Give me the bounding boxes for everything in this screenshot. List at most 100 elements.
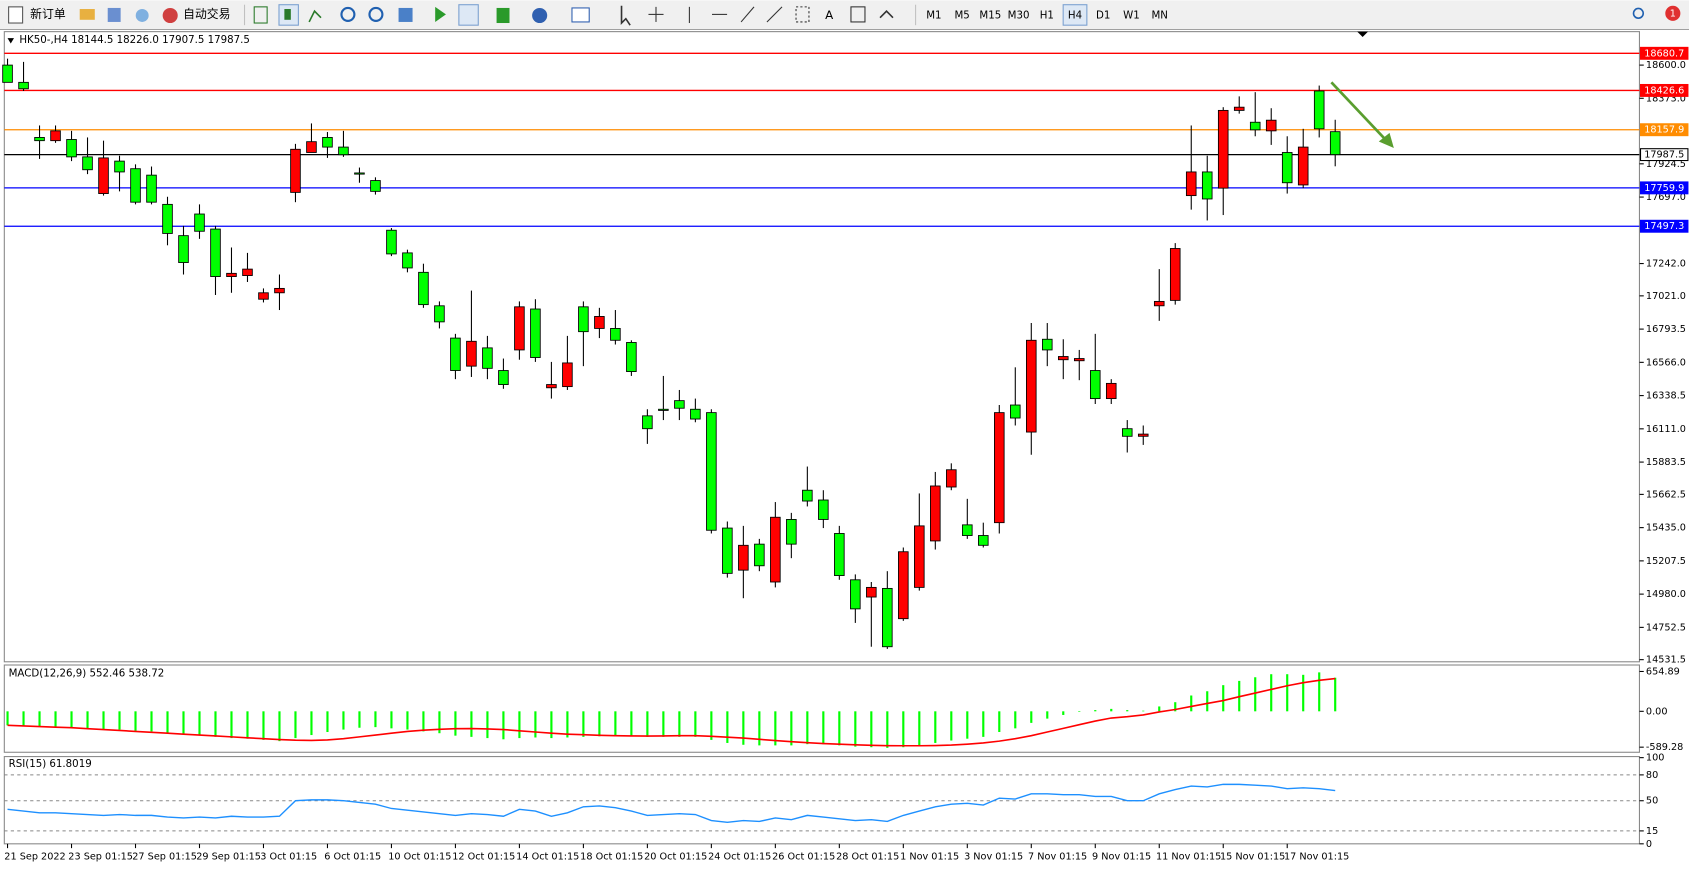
candle-body	[706, 412, 717, 531]
candle-body	[834, 533, 845, 576]
line-chart-button[interactable]	[308, 9, 322, 23]
notification-count: 1	[1670, 8, 1676, 19]
y-tick-label: 100	[1646, 753, 1665, 764]
notification-badge[interactable]	[1665, 5, 1681, 21]
macd-title: MACD(12,26,9) 552.46 538.72	[9, 669, 165, 680]
toolbar-icon[interactable]	[79, 9, 95, 20]
periods-button[interactable]	[532, 7, 548, 24]
fibo-button[interactable]	[795, 6, 810, 23]
y-tick-label: 16338.5	[1646, 391, 1686, 402]
autoscroll-button[interactable]	[435, 6, 446, 22]
candle-body	[434, 305, 445, 323]
search-button[interactable]	[1632, 7, 1645, 19]
candle-body	[578, 306, 589, 333]
candle-body	[2, 64, 13, 83]
templates-button[interactable]	[571, 7, 590, 23]
label-tool-button[interactable]	[850, 6, 866, 23]
x-tick-label: 24 Oct 01:15	[708, 852, 771, 863]
candle-body	[1153, 300, 1165, 307]
candle-body	[1233, 106, 1245, 111]
candle-body	[994, 412, 1005, 524]
y-tick-label: 17242.0	[1646, 259, 1686, 270]
candle-body	[226, 272, 237, 277]
candle-body	[322, 137, 333, 148]
x-tick-label: 3 Oct 01:15	[260, 852, 317, 863]
x-tick-label: 10 Oct 01:15	[388, 852, 451, 863]
candle-body	[514, 306, 525, 351]
timeframe-button[interactable]: D1	[1096, 10, 1110, 21]
bar-chart-button[interactable]	[253, 6, 268, 24]
candle-body	[1073, 358, 1085, 362]
toolbar	[0, 0, 1689, 30]
candle-body	[338, 146, 349, 156]
price-level-box	[1639, 219, 1689, 233]
tile-button[interactable]	[398, 7, 413, 22]
zoom-out-button[interactable]	[368, 6, 384, 22]
auto-trading-icon[interactable]	[162, 7, 178, 24]
arrow-annotation[interactable]	[1330, 81, 1387, 141]
text-tool-button[interactable]: A	[825, 8, 833, 22]
price-level-label: 17497.3	[1644, 221, 1684, 232]
price-level-label: 17987.5	[1644, 150, 1684, 161]
candle-body	[1057, 356, 1069, 361]
candle-body	[1313, 90, 1325, 130]
zoom-in-button[interactable]	[340, 6, 356, 22]
channel-button[interactable]	[766, 6, 783, 23]
timeframe-button[interactable]: W1	[1123, 10, 1140, 21]
price-level-box	[1639, 148, 1689, 162]
timeframe-button[interactable]: M1	[926, 10, 941, 21]
timeframe-button[interactable]: M15	[979, 10, 1001, 21]
price-level-label: 18157.9	[1644, 125, 1684, 136]
candle-body	[482, 347, 493, 369]
candle-body	[1089, 370, 1101, 400]
timeframe-button[interactable]: H1	[1040, 10, 1054, 21]
y-tick-label: 0	[1646, 839, 1652, 850]
chart-shift-button[interactable]	[458, 4, 479, 26]
timeframe-bar: M1 M5 M15 M30 H1 H4 D1 W1 MN	[926, 4, 1168, 26]
x-tick-label: 20 Oct 01:15	[644, 852, 707, 863]
timeframe-button[interactable]: H4	[1068, 10, 1082, 21]
timeframe-button[interactable]: M5	[954, 10, 969, 21]
timeframe-button[interactable]: M30	[1008, 10, 1030, 21]
candle-body	[1026, 339, 1037, 433]
cursor-button[interactable]	[620, 5, 631, 26]
x-tick-label: 14 Oct 01:15	[516, 852, 579, 863]
candle-body	[898, 551, 909, 620]
x-tick-label: 21 Sep 2022	[4, 852, 65, 863]
candle-body	[146, 174, 157, 203]
x-tick-label: 18 Oct 01:15	[580, 852, 643, 863]
y-tick-label: 18600.0	[1646, 60, 1686, 71]
candle-body	[930, 485, 941, 542]
candle-body	[1329, 131, 1341, 156]
new-order-button[interactable]: 新订单	[30, 7, 66, 21]
candle-body	[418, 271, 429, 306]
candle-body	[1201, 171, 1213, 200]
timeframe-button[interactable]: MN	[1151, 10, 1167, 21]
price-level-label: 17759.9	[1644, 183, 1684, 194]
candle-body	[498, 370, 509, 385]
x-tick-label: 1 Nov 01:15	[900, 852, 959, 863]
candle-body	[1297, 146, 1309, 186]
candle-body	[626, 342, 637, 372]
arrows-button[interactable]	[879, 10, 894, 19]
candle-body	[1217, 109, 1229, 189]
trendline-button[interactable]	[740, 6, 755, 23]
candle-body	[306, 141, 317, 153]
toolbar-icon[interactable]	[107, 7, 121, 22]
candle-body	[786, 519, 797, 545]
candle-body	[658, 408, 669, 411]
price-level-label: 18426.6	[1644, 85, 1684, 96]
indicators-button[interactable]	[496, 7, 510, 24]
candle-body	[18, 81, 29, 90]
toolbar-icon[interactable]	[135, 9, 149, 22]
price-level-label: 18680.7	[1644, 48, 1684, 59]
y-tick-label: 14752.5	[1646, 622, 1686, 633]
y-tick-label: 15662.5	[1646, 489, 1686, 500]
candle-body	[290, 148, 301, 193]
y-tick-label: 15883.5	[1646, 457, 1686, 468]
new-order-icon[interactable]	[8, 6, 24, 24]
price-level-box	[1639, 83, 1689, 97]
auto-trading-button[interactable]: 自动交易	[183, 7, 230, 21]
candle-body	[722, 527, 733, 574]
